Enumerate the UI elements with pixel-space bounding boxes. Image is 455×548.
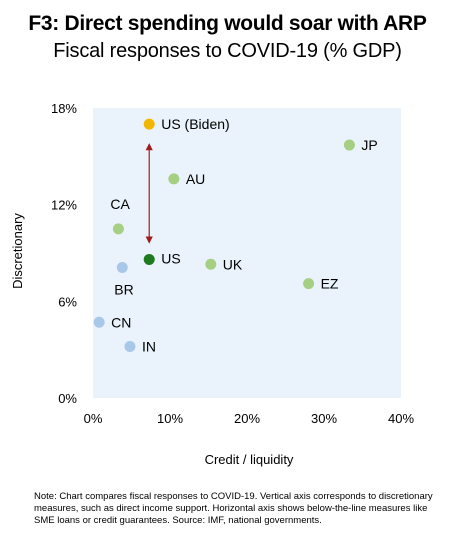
point-label: EZ [321,276,339,292]
x-tick-label: 10% [157,411,183,426]
x-tick-label: 40% [388,411,414,426]
x-tick-label: 30% [311,411,337,426]
point-label: IN [142,338,156,354]
data-point-ez [303,278,315,290]
data-point-jp [343,139,355,151]
x-tick-label: 0% [84,411,103,426]
chart-title: F3: Direct spending would soar with ARP [28,12,427,35]
point-label: AU [186,171,205,187]
data-point-us-biden [143,118,155,130]
y-tick-label: 0% [58,391,77,406]
x-axis: 0% 10% 20% 30% 40% [84,411,415,426]
plot-area [93,108,401,398]
point-label: US (Biden) [161,116,229,132]
point-label: BR [114,282,133,298]
point-label: US [161,250,180,266]
point-label: CN [111,314,131,330]
data-point-in [124,340,136,352]
y-tick-label: 6% [58,294,77,309]
point-labels: US (Biden) JP AU CA US UK BR EZ CN IN [110,116,377,354]
data-point-ca [112,223,124,235]
point-label: CA [110,196,130,212]
x-axis-label: Credit / liquidity [205,452,294,467]
data-points [93,118,355,352]
chart-subtitle: Fiscal responses to COVID-19 (% GDP) [53,40,402,62]
footnote: Note: Chart compares fiscal responses to… [34,491,433,526]
data-point-uk [205,258,217,270]
data-point-cn [93,316,105,328]
y-axis: 0% 6% 12% 18% [51,101,77,406]
y-tick-label: 12% [51,198,77,213]
point-label: JP [361,137,377,153]
point-label: UK [223,256,243,272]
data-point-br [116,262,128,273]
data-point-us [143,253,155,265]
x-tick-label: 20% [234,411,260,426]
data-point-au [168,173,180,185]
y-tick-label: 18% [51,101,77,116]
y-axis-label: Discretionary [10,213,25,289]
